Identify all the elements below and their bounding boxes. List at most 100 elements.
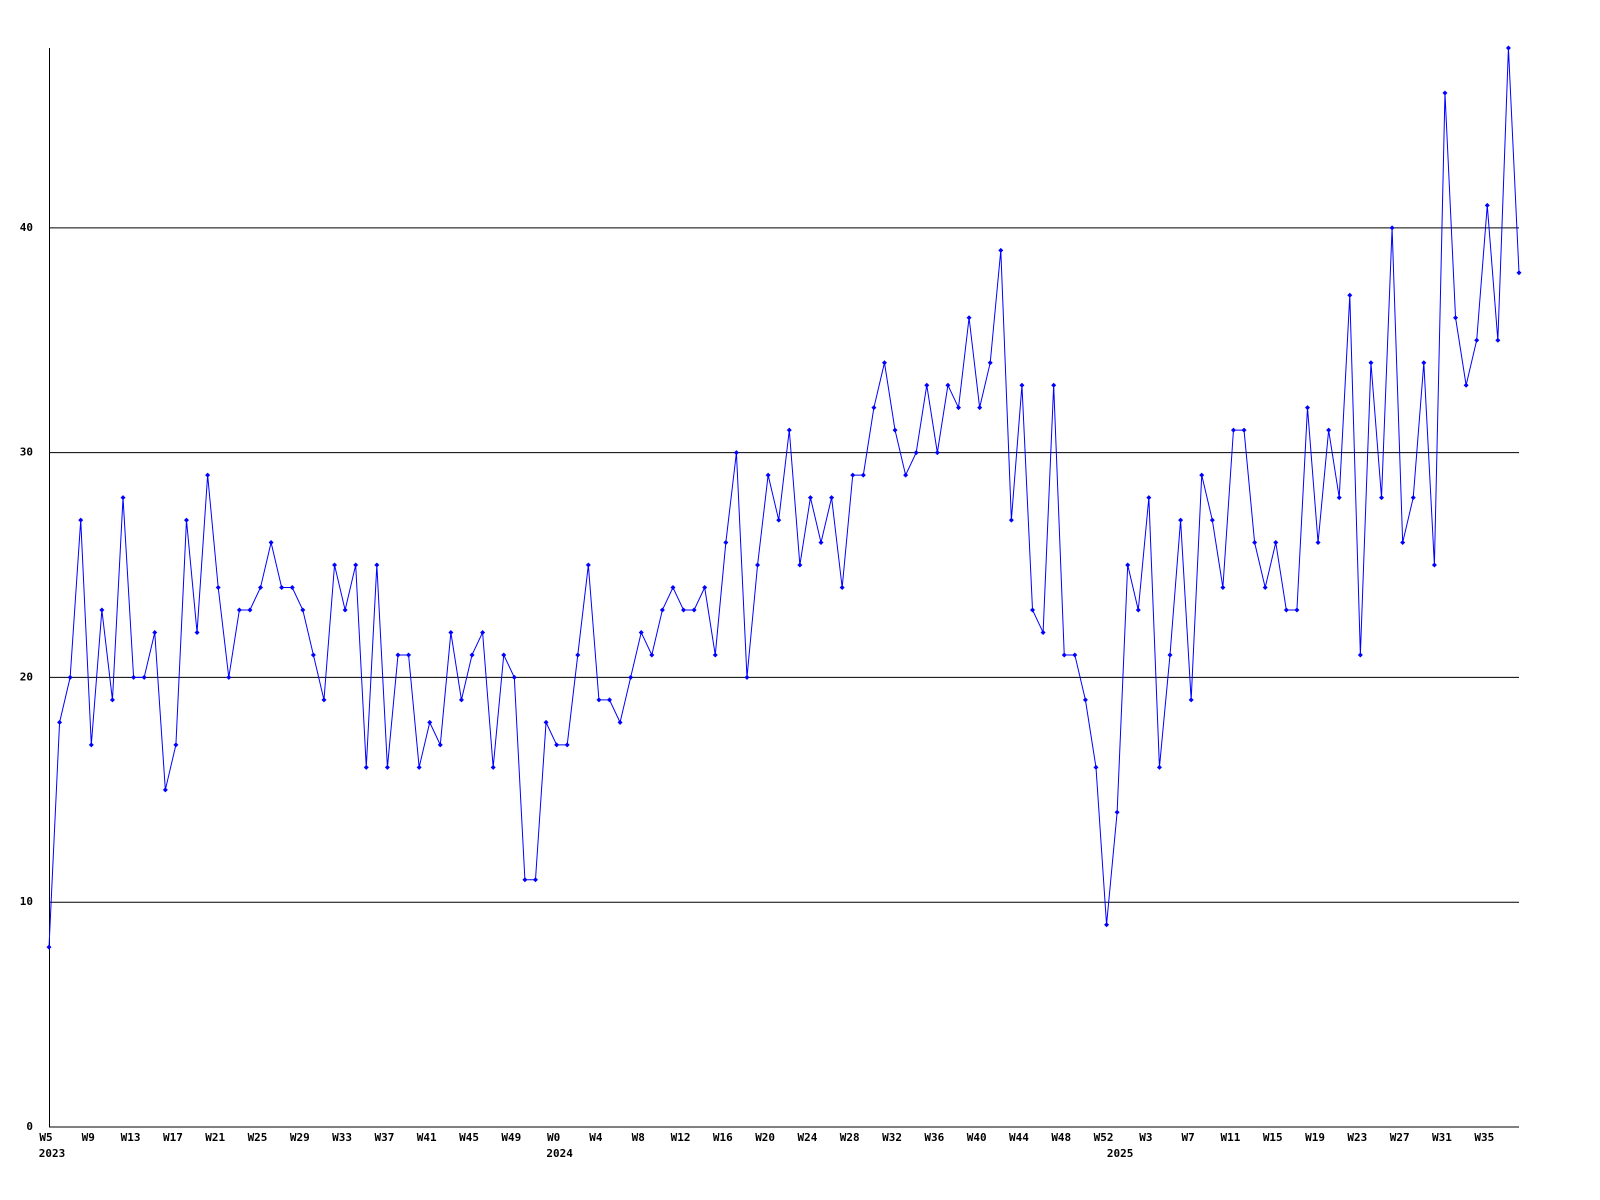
point-marker bbox=[744, 674, 750, 680]
x-tick-label: W13 bbox=[121, 1131, 141, 1144]
point-marker bbox=[99, 607, 105, 613]
point-marker bbox=[1082, 697, 1088, 703]
point-marker bbox=[691, 607, 697, 613]
point-marker bbox=[638, 629, 644, 635]
point-marker bbox=[1431, 562, 1437, 568]
point-marker bbox=[1178, 517, 1184, 523]
point-marker bbox=[1030, 607, 1036, 613]
point-marker bbox=[755, 562, 761, 568]
point-marker bbox=[987, 360, 993, 366]
point-marker bbox=[628, 674, 634, 680]
x-tick-label: W20 bbox=[755, 1131, 775, 1144]
point-marker bbox=[871, 405, 877, 411]
point-marker bbox=[353, 562, 359, 568]
point-marker bbox=[152, 629, 158, 635]
x-year-label: 2023 bbox=[39, 1147, 66, 1160]
point-marker bbox=[955, 405, 961, 411]
point-marker bbox=[162, 787, 168, 793]
point-marker bbox=[575, 652, 581, 658]
point-marker bbox=[1505, 45, 1511, 51]
x-tick-label: W0 bbox=[547, 1131, 560, 1144]
point-marker bbox=[532, 877, 538, 883]
point-marker bbox=[977, 405, 983, 411]
point-marker bbox=[67, 674, 73, 680]
point-marker bbox=[1495, 337, 1501, 343]
x-year-label: 2024 bbox=[546, 1147, 573, 1160]
point-marker bbox=[1008, 517, 1014, 523]
point-marker bbox=[78, 517, 84, 523]
point-marker bbox=[1294, 607, 1300, 613]
point-marker bbox=[1230, 427, 1236, 433]
y-tick-label: 0 bbox=[26, 1120, 33, 1133]
x-tick-label: W32 bbox=[882, 1131, 902, 1144]
point-marker bbox=[131, 674, 137, 680]
point-marker bbox=[416, 764, 422, 770]
point-marker bbox=[543, 719, 549, 725]
point-marker bbox=[1167, 652, 1173, 658]
point-marker bbox=[120, 495, 126, 501]
point-marker bbox=[1389, 225, 1395, 231]
point-marker bbox=[1453, 315, 1459, 321]
x-tick-label: W24 bbox=[798, 1131, 818, 1144]
x-tick-label: W21 bbox=[205, 1131, 225, 1144]
point-marker bbox=[1051, 382, 1057, 388]
point-marker bbox=[1199, 472, 1205, 478]
point-marker bbox=[903, 472, 909, 478]
point-marker bbox=[321, 697, 327, 703]
point-marker bbox=[448, 629, 454, 635]
point-marker bbox=[1357, 652, 1363, 658]
point-marker bbox=[786, 427, 792, 433]
point-marker bbox=[850, 472, 856, 478]
point-marker bbox=[1410, 495, 1416, 501]
point-marker bbox=[564, 742, 570, 748]
point-marker bbox=[596, 697, 602, 703]
point-marker bbox=[469, 652, 475, 658]
x-tick-label: W44 bbox=[1009, 1131, 1029, 1144]
x-tick-label: W5 bbox=[39, 1131, 52, 1144]
x-tick-label: W15 bbox=[1263, 1131, 1283, 1144]
point-marker bbox=[395, 652, 401, 658]
point-marker bbox=[924, 382, 930, 388]
point-marker bbox=[501, 652, 507, 658]
point-marker bbox=[1241, 427, 1247, 433]
point-marker bbox=[522, 877, 528, 883]
point-marker bbox=[892, 427, 898, 433]
x-tick-label: W23 bbox=[1347, 1131, 1367, 1144]
point-marker bbox=[1262, 585, 1268, 590]
point-marker bbox=[268, 540, 274, 546]
point-marker bbox=[670, 585, 676, 590]
point-marker bbox=[554, 742, 560, 748]
point-marker bbox=[1040, 629, 1046, 635]
point-marker bbox=[1209, 517, 1215, 523]
x-tick-label: W37 bbox=[374, 1131, 394, 1144]
point-marker bbox=[1061, 652, 1067, 658]
point-marker bbox=[1347, 292, 1353, 298]
x-tick-label: W27 bbox=[1390, 1131, 1410, 1144]
point-marker bbox=[860, 472, 866, 478]
point-marker bbox=[934, 450, 940, 456]
x-tick-label: W9 bbox=[82, 1131, 95, 1144]
point-marker bbox=[1421, 360, 1427, 366]
point-marker bbox=[765, 472, 771, 478]
point-marker bbox=[1326, 427, 1332, 433]
x-tick-label: W52 bbox=[1094, 1131, 1114, 1144]
point-marker bbox=[829, 495, 835, 501]
point-marker bbox=[437, 742, 443, 748]
point-marker bbox=[945, 382, 951, 388]
y-tick-label: 30 bbox=[20, 446, 33, 459]
point-marker bbox=[46, 944, 52, 950]
point-marker bbox=[490, 764, 496, 770]
point-marker bbox=[659, 607, 665, 613]
point-marker bbox=[1516, 270, 1522, 276]
point-marker bbox=[406, 652, 412, 658]
x-tick-label: W40 bbox=[967, 1131, 987, 1144]
point-marker bbox=[1484, 202, 1490, 208]
y-tick-label: 10 bbox=[20, 895, 33, 908]
x-tick-label: W12 bbox=[671, 1131, 691, 1144]
point-marker bbox=[1273, 540, 1279, 546]
point-marker bbox=[258, 585, 264, 590]
x-tick-label: W29 bbox=[290, 1131, 310, 1144]
point-marker bbox=[818, 540, 824, 546]
